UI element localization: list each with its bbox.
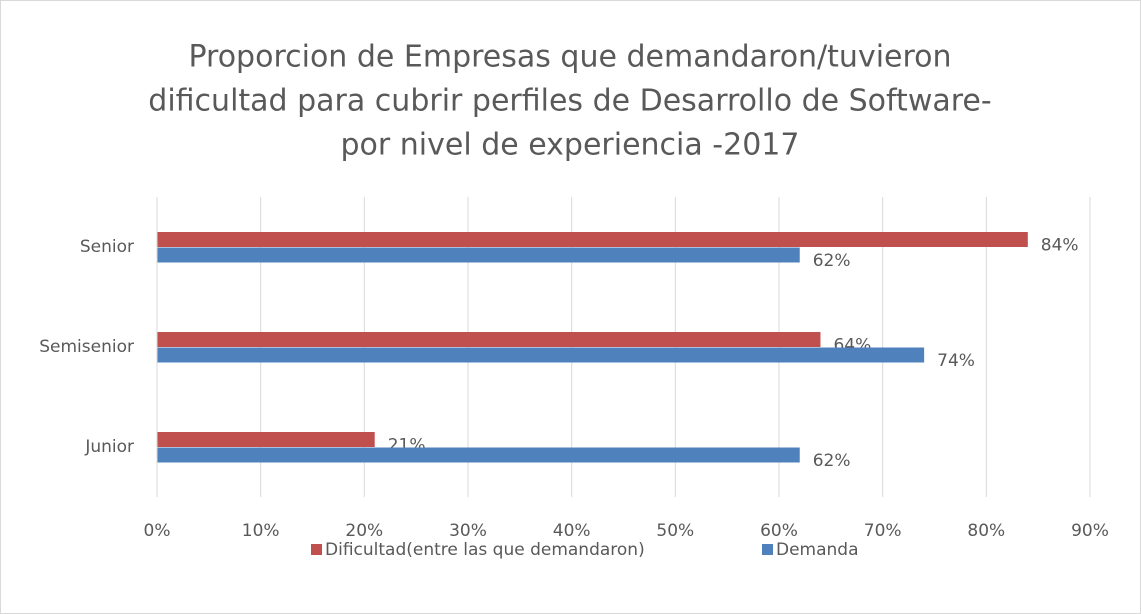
- x-tick-label: 20%: [345, 521, 383, 541]
- data-label: 62%: [813, 251, 851, 271]
- bar: [157, 447, 800, 463]
- y-tick-label: Junior: [84, 437, 134, 457]
- x-tick-label: 60%: [760, 521, 798, 541]
- data-label: 62%: [813, 451, 851, 471]
- x-tick-label: 10%: [242, 521, 280, 541]
- data-label: 84%: [1041, 236, 1079, 256]
- y-tick-label: Semisenior: [39, 337, 134, 357]
- bar: [157, 332, 821, 347]
- legend-label: Dificultad(entre las que demandaron): [325, 540, 645, 560]
- x-tick-label: 80%: [967, 521, 1005, 541]
- x-tick-label: 40%: [553, 521, 591, 541]
- x-tick-label: 70%: [864, 521, 902, 541]
- chart-title: Proporcion de Empresas que demandaron/tu…: [188, 40, 951, 75]
- bar: [157, 432, 375, 447]
- y-tick-label: Senior: [80, 237, 134, 257]
- bar: [157, 247, 800, 263]
- x-tick-label: 0%: [144, 521, 171, 541]
- x-tick-label: 30%: [449, 521, 487, 541]
- chart-title: dificultad para cubrir perfiles de Desar…: [148, 84, 991, 119]
- legend-label: Demanda: [776, 540, 859, 560]
- chart-title: por nivel de experiencia -2017: [341, 128, 800, 163]
- legend-swatch: [762, 544, 773, 555]
- bar: [157, 232, 1028, 247]
- x-tick-label: 50%: [656, 521, 694, 541]
- x-tick-label: 90%: [1071, 521, 1109, 541]
- bar: [157, 347, 925, 363]
- legend-swatch: [311, 544, 322, 555]
- data-label: 74%: [937, 351, 975, 371]
